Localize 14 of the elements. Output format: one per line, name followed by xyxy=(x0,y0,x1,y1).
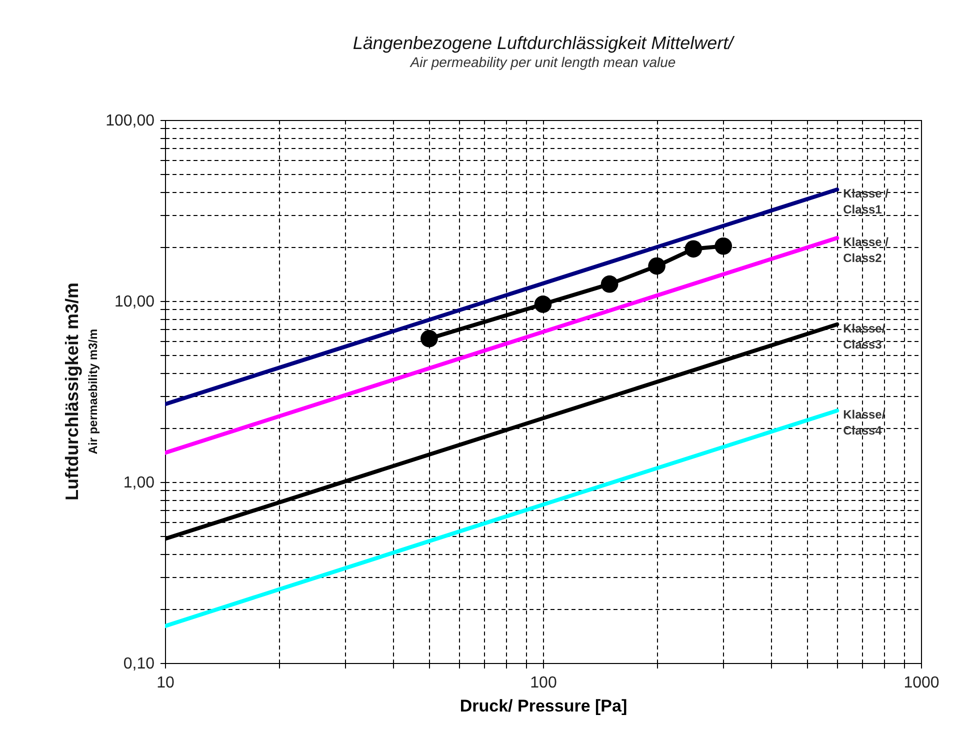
x-axis-title: Druck/ Pressure [Pa] xyxy=(460,696,628,716)
series-label: Klasse / Class2 xyxy=(843,234,890,265)
x-tick-label: 1000 xyxy=(904,674,940,692)
y-tick-label: 10,00 xyxy=(114,294,155,310)
x-tick-label: 100 xyxy=(530,674,557,692)
text: Air permaebility m3/m xyxy=(86,328,100,454)
y-tick-label: 100,00 xyxy=(106,112,155,130)
y-tick-label: 0,10 xyxy=(123,656,155,672)
y-tick-label: 1,00 xyxy=(123,474,155,492)
x-tick-label: 10 xyxy=(156,674,174,692)
chart-subtitle: Air permeability per unit length mean value xyxy=(409,54,676,70)
series-label: Klasse/ Class4 xyxy=(843,408,886,438)
text: Luftdurchlässigkeit m3/m xyxy=(62,282,82,501)
chart-title: Längenbezogene Luftdurchlässigkeit Mittelwert/ xyxy=(352,33,736,53)
